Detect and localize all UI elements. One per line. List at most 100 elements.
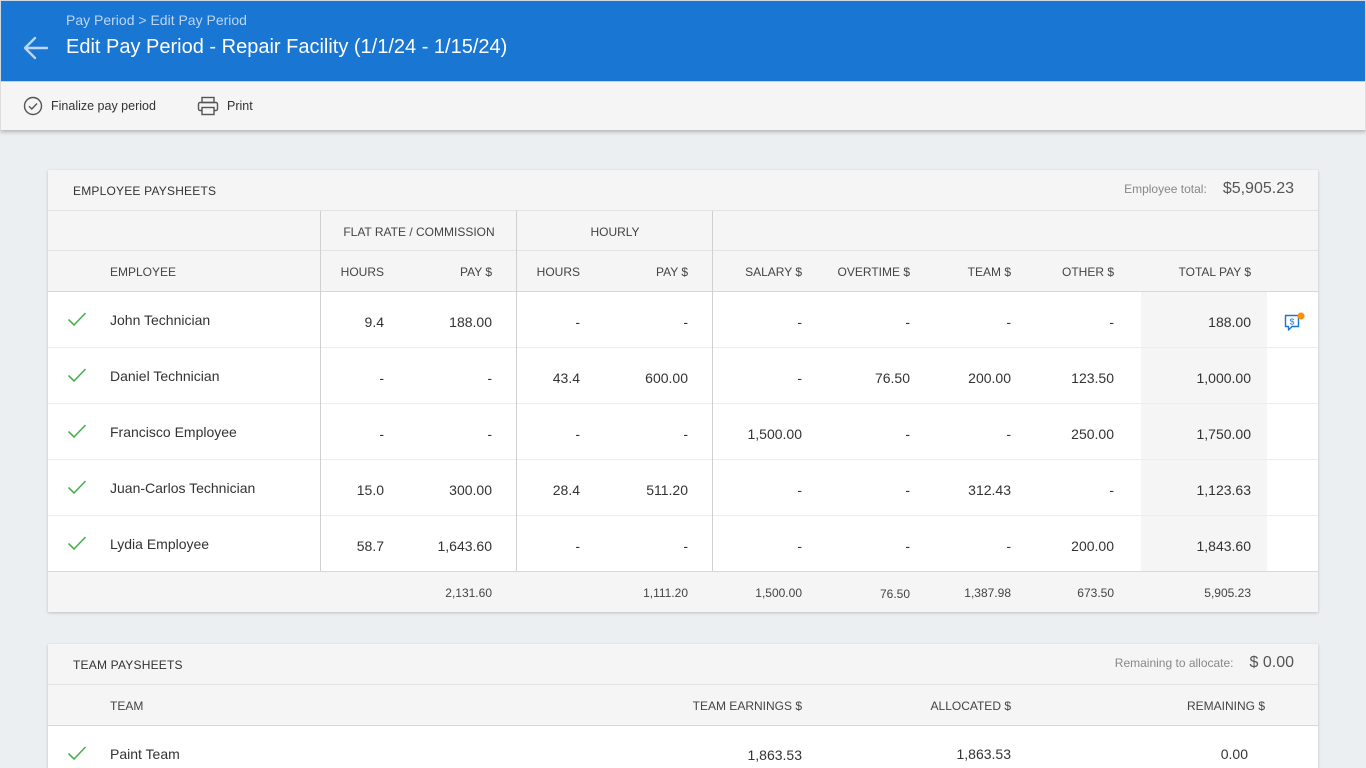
other-pay: -	[1109, 482, 1114, 498]
arrow-left-icon	[23, 36, 49, 60]
total-team: 1,387.98	[964, 586, 1011, 600]
col-total-pay[interactable]: TOTAL PAY $	[1178, 265, 1251, 279]
col-team[interactable]: TEAM $	[967, 265, 1011, 279]
col-employee[interactable]: EMPLOYEE	[110, 265, 177, 279]
employee-paysheets-card: EMPLOYEE PAYSHEETS Employee total: $5,90…	[48, 170, 1318, 612]
fr-hours: -	[379, 370, 384, 386]
total-overtime: 76.50	[879, 587, 910, 601]
fr-pay: 300.00	[449, 482, 492, 498]
breadcrumb: Pay Period > Edit Pay Period	[66, 12, 247, 28]
employee-name[interactable]: Daniel Technician	[110, 368, 220, 384]
col-fr-hours[interactable]: HOURS	[340, 265, 384, 279]
fr-hours: 58.7	[356, 538, 384, 554]
finalize-pay-period-button[interactable]: Finalize pay period	[23, 94, 156, 118]
team-row[interactable]: Paint Team 1,863.53 1,863.53 0.00	[48, 726, 1318, 768]
table-row[interactable]: John Technician 9.4 188.00 - - - - - - 1…	[48, 292, 1318, 348]
remaining-value: $ 0.00	[1249, 654, 1294, 671]
overtime: -	[905, 538, 910, 554]
team-pay: 312.43	[968, 482, 1011, 498]
column-group-header: FLAT RATE / COMMISSION HOURLY	[48, 211, 1318, 251]
salary: -	[797, 538, 802, 554]
total-pay: 1,843.60	[1196, 538, 1252, 554]
check-icon	[67, 536, 87, 551]
breadcrumb-pay-period[interactable]: Pay Period	[66, 12, 135, 28]
total-pay: 1,750.00	[1196, 426, 1252, 442]
other-pay: 123.50	[1071, 370, 1114, 386]
employee-name[interactable]: Lydia Employee	[110, 536, 210, 552]
divider	[516, 211, 517, 571]
team-pay: -	[1006, 538, 1011, 554]
hr-hours: 28.4	[552, 482, 580, 498]
fr-pay: -	[487, 426, 492, 442]
total-hr-pay: 1,111.20	[643, 586, 688, 600]
col-hr-hours[interactable]: HOURS	[536, 265, 580, 279]
toolbar: Finalize pay period Print	[0, 82, 1366, 130]
col-allocated[interactable]: ALLOCATED $	[930, 699, 1011, 713]
total-pay: 1,123.63	[1196, 482, 1252, 498]
hr-hours: -	[575, 538, 580, 554]
other-pay: 200.00	[1071, 538, 1114, 554]
total-column-background	[1141, 292, 1267, 571]
team-paysheets-header: TEAM PAYSHEETS Remaining to allocate: $ …	[48, 644, 1318, 685]
table-row[interactable]: Juan-Carlos Technician 15.0 300.00 28.4 …	[48, 460, 1318, 516]
team-name[interactable]: Paint Team	[110, 746, 180, 762]
totals-row: 2,131.60 1,111.20 1,500.00 76.50 1,387.9…	[48, 571, 1318, 612]
hr-hours: -	[575, 426, 580, 442]
employee-name[interactable]: Francisco Employee	[110, 424, 237, 440]
breadcrumb-edit-pay-period: Edit Pay Period	[150, 12, 247, 28]
total-pay: 188.00	[1208, 314, 1251, 330]
team-earnings: 1,863.53	[747, 747, 803, 763]
employee-paysheets-title: EMPLOYEE PAYSHEETS	[73, 184, 217, 198]
fr-pay: 188.00	[449, 314, 492, 330]
salary: -	[797, 482, 802, 498]
salary: -	[797, 370, 802, 386]
hr-pay: -	[683, 314, 688, 330]
employee-name[interactable]: Juan-Carlos Technician	[110, 480, 256, 496]
col-other[interactable]: OTHER $	[1061, 265, 1114, 279]
col-salary[interactable]: SALARY $	[745, 265, 802, 279]
fr-hours: 9.4	[364, 314, 384, 330]
hr-hours: -	[575, 314, 580, 330]
print-label: Print	[227, 99, 253, 113]
col-team-earnings[interactable]: TEAM EARNINGS $	[692, 699, 802, 713]
col-fr-pay[interactable]: PAY $	[459, 265, 492, 279]
fr-pay: 1,643.60	[437, 538, 493, 554]
hr-pay: 511.20	[646, 482, 688, 498]
check-icon	[67, 424, 87, 439]
other-pay: -	[1109, 314, 1114, 330]
table-row[interactable]: Lydia Employee 58.7 1,643.60 - - - - - 2…	[48, 516, 1318, 572]
employee-name[interactable]: John Technician	[110, 312, 211, 328]
total-pay: 1,000.00	[1196, 370, 1252, 386]
col-team-name[interactable]: TEAM	[110, 699, 144, 713]
check-circle-icon	[23, 96, 43, 116]
table-row[interactable]: Francisco Employee - - - - 1,500.00 - - …	[48, 404, 1318, 460]
message-dollar-icon[interactable]: $	[1283, 312, 1305, 334]
back-button[interactable]	[19, 31, 53, 65]
salary: 1,500.00	[747, 426, 803, 442]
remaining-label: Remaining to allocate:	[1114, 656, 1234, 670]
fr-pay: -	[487, 370, 492, 386]
table-row[interactable]: Daniel Technician - - 43.4 600.00 - 76.5…	[48, 348, 1318, 404]
team-pay: -	[1006, 314, 1011, 330]
col-remaining[interactable]: REMAINING $	[1186, 699, 1265, 713]
salary: -	[797, 314, 802, 330]
employee-total: Employee total: $5,905.23	[1124, 180, 1294, 198]
overtime: -	[905, 314, 910, 330]
breadcrumb-separator: >	[138, 12, 147, 28]
col-overtime[interactable]: OVERTIME $	[837, 265, 910, 279]
overtime: -	[905, 482, 910, 498]
group-hourly: HOURLY	[590, 225, 640, 239]
print-button[interactable]: Print	[197, 94, 253, 118]
divider	[320, 211, 321, 571]
col-hr-pay[interactable]: PAY $	[655, 265, 688, 279]
team-pay: 200.00	[968, 370, 1011, 386]
employee-total-label: Employee total:	[1124, 182, 1207, 196]
hr-pay: -	[683, 426, 688, 442]
printer-icon	[197, 96, 219, 116]
employee-total-value: $5,905.23	[1222, 180, 1294, 197]
team-remaining: 0.00	[1220, 746, 1248, 762]
group-flat-rate: FLAT RATE / COMMISSION	[343, 225, 495, 239]
team-paysheets-title: TEAM PAYSHEETS	[73, 658, 183, 672]
other-pay: 250.00	[1071, 426, 1114, 442]
hr-hours: 43.4	[552, 370, 580, 386]
